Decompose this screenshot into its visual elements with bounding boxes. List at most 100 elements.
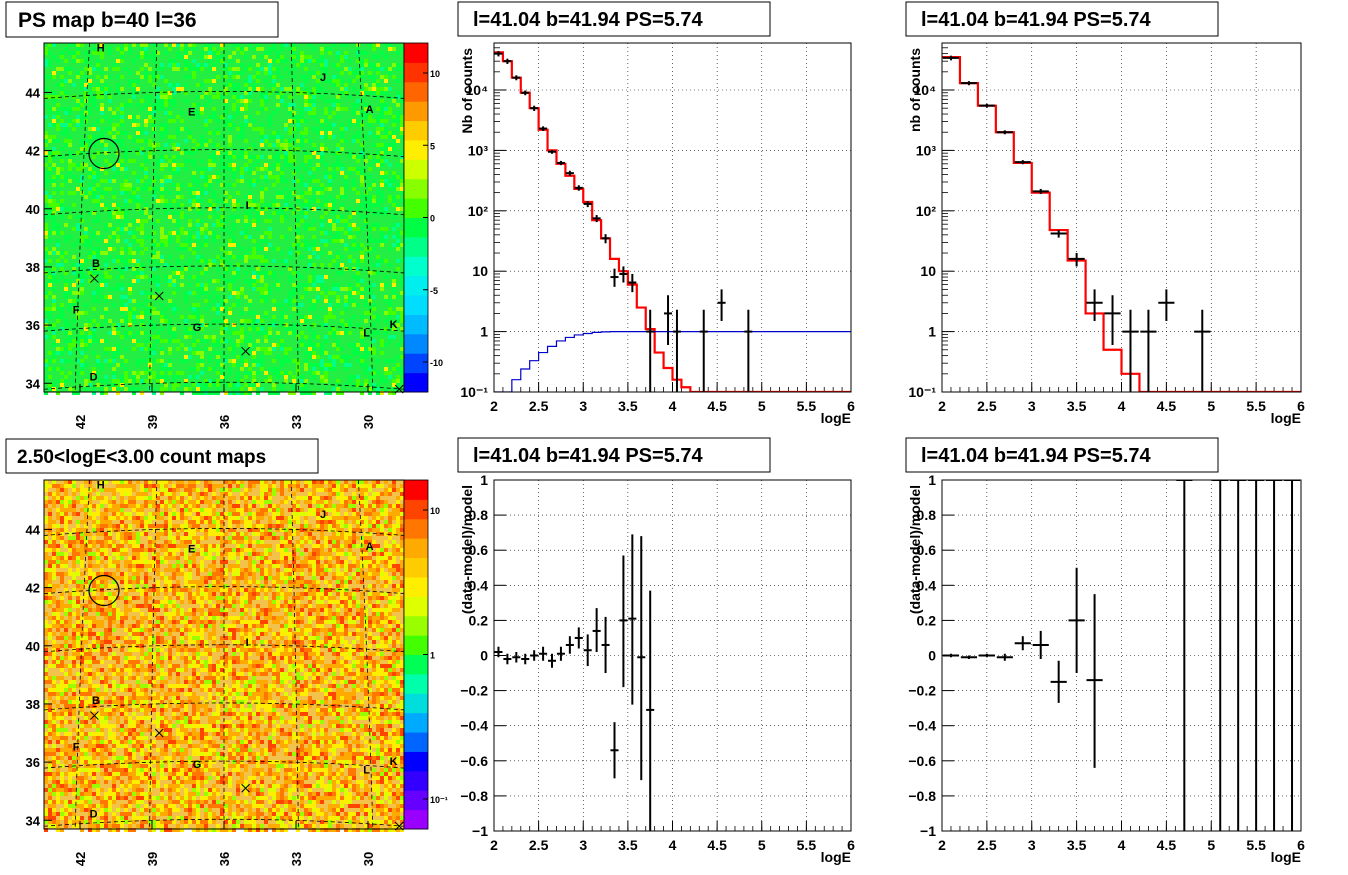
ps-map-pixel — [52, 135, 56, 139]
ps-map-pixel — [260, 131, 264, 135]
ps-map-pixel — [372, 247, 376, 251]
count-map-pixel — [244, 532, 248, 536]
ps-map-pixel — [312, 199, 316, 203]
ps-map-pixel — [352, 291, 356, 295]
ps-map-pixel — [376, 187, 380, 191]
count-map-pixel — [64, 512, 68, 516]
ps-map-pixel — [68, 135, 72, 139]
ps-map-pixel — [160, 183, 164, 187]
ps-map-pixel — [68, 179, 72, 183]
ps-map-pixel — [340, 107, 344, 111]
ps-map-pixel — [192, 383, 196, 387]
ps-map-pixel — [152, 123, 156, 127]
ps-map-pixel — [368, 299, 372, 303]
ps-map-pixel — [388, 87, 392, 91]
ps-map-pixel — [200, 355, 204, 359]
ps-map-pixel — [200, 271, 204, 275]
ps-map-pixel — [104, 279, 108, 283]
count-map-pixel — [400, 544, 404, 548]
ps-map-pixel — [188, 331, 192, 335]
ps-map-pixel — [88, 135, 92, 139]
ps-map-pixel — [292, 187, 296, 191]
ps-map-pixel — [288, 163, 292, 167]
ps-map-pixel — [340, 139, 344, 143]
ps-map-pixel — [44, 155, 48, 159]
ps-map-pixel — [344, 355, 348, 359]
ps-map-pixel — [64, 375, 68, 379]
ps-map-pixel — [352, 267, 356, 271]
ps-map-pixel — [340, 203, 344, 207]
ps-map-pixel — [372, 83, 376, 87]
ps-map-pixel — [56, 167, 60, 171]
count-map-pixel — [224, 548, 228, 552]
count-map-pixel — [364, 536, 368, 540]
count-map-pixel — [300, 540, 304, 544]
ps-map-pixel — [192, 311, 196, 315]
ps-map-pixel — [384, 159, 388, 163]
ps-map-pixel — [372, 135, 376, 139]
ps-map-pixel — [64, 239, 68, 243]
ps-map-pixel — [152, 295, 156, 299]
ps-map-pixel — [264, 335, 268, 339]
ps-map-pixel — [128, 195, 132, 199]
ps-map-pixel — [236, 391, 240, 395]
ps-map-pixel — [164, 387, 168, 391]
ps-map-pixel — [268, 219, 272, 223]
ps-map-pixel — [304, 215, 308, 219]
count-map-pixel — [160, 548, 164, 552]
count-map-pixel — [60, 536, 64, 540]
ps-map-pixel — [248, 147, 252, 151]
count-map-pixel — [288, 520, 292, 524]
count-map-pixel — [264, 508, 268, 512]
ps-map-pixel — [268, 143, 272, 147]
ps-map-pixel — [80, 291, 84, 295]
ps-map-pixel — [364, 247, 368, 251]
count-map-pixel — [48, 520, 52, 524]
count-map-pixel — [400, 532, 404, 536]
count-map-pixel — [248, 536, 252, 540]
ps-map-pixel — [124, 263, 128, 267]
ps-map-pixel — [116, 379, 120, 383]
count-map-pixel — [348, 540, 352, 544]
ps-map-pixel — [208, 51, 212, 55]
count-map-pixel — [80, 520, 84, 524]
ps-map-pixel — [292, 43, 296, 47]
ps-map-pixel — [304, 75, 308, 79]
ps-map-pixel — [396, 67, 400, 71]
ps-map-pixel — [104, 187, 108, 191]
ps-map-pixel — [84, 143, 88, 147]
ps-map-pixel — [180, 283, 184, 287]
ps-map-pixel — [224, 307, 228, 311]
ps-map-pixel — [120, 307, 124, 311]
ps-map-pixel — [104, 159, 108, 163]
ps-map-pixel — [92, 271, 96, 275]
count-map-pixel — [220, 536, 224, 540]
ps-map-pixel — [264, 67, 268, 71]
ps-map-pixel — [236, 71, 240, 75]
ps-map-pixel — [52, 267, 56, 271]
ps-map-pixel — [52, 383, 56, 387]
count-map-pixel — [92, 512, 96, 516]
count-map-pixel — [324, 520, 328, 524]
ps-map-pixel — [332, 355, 336, 359]
ps-map-pixel — [268, 47, 272, 51]
count-map-pixel — [336, 552, 340, 556]
count-map-pixel — [336, 508, 340, 512]
ps-map-pixel — [304, 131, 308, 135]
ps-map-pixel — [396, 223, 400, 227]
count-map-pixel — [120, 520, 124, 524]
ps-map-pixel — [320, 223, 324, 227]
ps-map-pixel — [324, 67, 328, 71]
ps-map-pixel — [336, 115, 340, 119]
ps-map-pixel — [120, 51, 124, 55]
ps-map-pixel — [340, 171, 344, 175]
ps-map-pixel — [356, 271, 360, 275]
ps-map-pixel — [224, 319, 228, 323]
ps-map-pixel — [96, 67, 100, 71]
count-map-pixel — [148, 544, 152, 548]
count-map-pixel — [164, 508, 168, 512]
ps-map-pixel — [240, 355, 244, 359]
ps-map-pixel — [112, 347, 116, 351]
count-map-pixel — [316, 548, 320, 552]
ps-map-pixel — [340, 167, 344, 171]
